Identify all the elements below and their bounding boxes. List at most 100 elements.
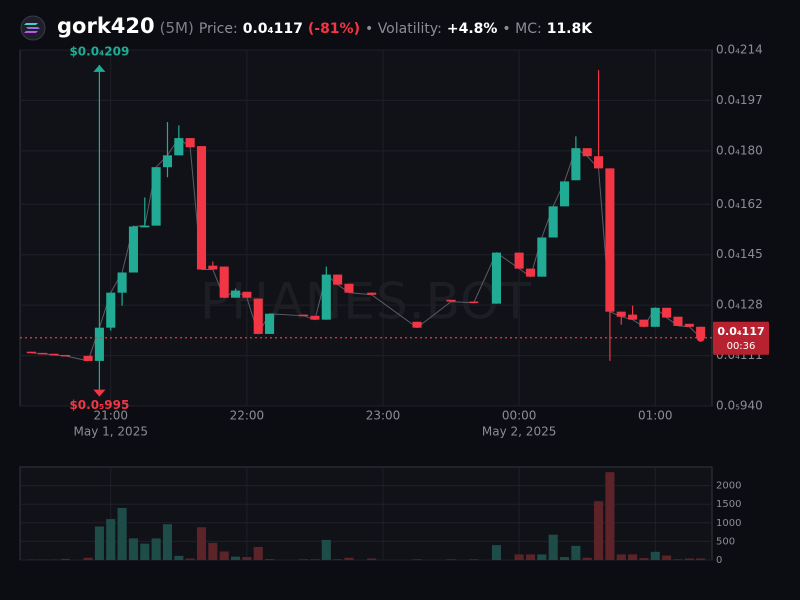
volume-bar — [559, 557, 570, 560]
current-price-label: 0.0₄117 — [717, 325, 764, 338]
candle-body — [639, 319, 649, 327]
candle-body — [662, 307, 672, 318]
candle-body — [94, 327, 104, 361]
candle-body — [571, 148, 581, 181]
volume-bar — [514, 554, 524, 560]
volatility-label: • Volatility: — [364, 21, 442, 37]
volume-bar — [662, 555, 672, 560]
candle-body — [650, 307, 660, 327]
y-tick-label: 0.0₅940 — [716, 399, 763, 413]
candle-body — [548, 206, 558, 238]
candle-body — [242, 291, 252, 298]
candle-body — [49, 353, 59, 356]
x-tick-label: 00:00 — [502, 409, 537, 423]
volume-bar — [196, 527, 207, 560]
annotation-marker — [93, 389, 106, 397]
volume-bar — [594, 501, 604, 560]
ticker: gork420 — [57, 14, 155, 38]
x-tick-label: 01:00 — [638, 409, 673, 423]
candle-body — [594, 156, 604, 169]
candle-body — [412, 321, 422, 328]
candle-body — [60, 354, 70, 357]
volume-bar — [140, 543, 150, 560]
x-tick-label: 21:00 — [93, 409, 128, 423]
candle-body — [208, 265, 218, 270]
volume-bar — [333, 559, 343, 560]
volume-bar — [208, 542, 218, 560]
volume-bar — [231, 556, 241, 560]
annotation-marker — [93, 64, 106, 72]
candle-body — [344, 283, 354, 293]
candle-body — [673, 316, 683, 326]
mc-label: • MC: — [502, 21, 542, 37]
candle-body — [469, 301, 479, 304]
volume-bar — [83, 557, 93, 560]
market-cap: 11.8K — [546, 21, 593, 37]
volume-bar — [219, 551, 229, 560]
candle-body — [559, 181, 570, 207]
y-tick-label: 0.0₄145 — [716, 247, 763, 261]
volume-bar — [265, 559, 275, 560]
volume-bar — [253, 546, 263, 560]
y-tick-label: 0.0₄162 — [716, 197, 763, 211]
volume-bar — [684, 558, 694, 560]
candle-body — [491, 252, 501, 304]
candle-body — [333, 274, 343, 285]
date-label: May 1, 2025 — [74, 425, 148, 439]
candle-body — [219, 266, 229, 298]
x-tick-label: 23:00 — [366, 409, 401, 423]
volume-bar — [94, 526, 104, 560]
volume-bar — [344, 557, 354, 560]
candle-body — [117, 272, 127, 293]
candle-body — [367, 292, 377, 295]
candle-body — [162, 155, 173, 168]
y-tick-label: 0.0₄128 — [716, 298, 763, 312]
candle-body — [310, 315, 320, 320]
y-tick-label: 1000 — [716, 518, 741, 529]
volume-bar — [117, 507, 127, 560]
price: 0.0₄117 — [242, 21, 303, 37]
y-tick-label: 500 — [716, 536, 735, 547]
price-label: Price: — [198, 21, 238, 37]
candle-body — [537, 237, 547, 277]
candle-body — [514, 252, 524, 269]
volume-bar — [582, 557, 592, 560]
candle-body — [106, 292, 116, 328]
countdown: 00:36 — [727, 341, 756, 352]
volume-bar — [185, 558, 195, 560]
candle-body — [26, 351, 36, 354]
candle-body — [231, 290, 241, 298]
volume-bar — [548, 534, 558, 560]
volume-bar — [491, 545, 501, 560]
volume-bar — [242, 557, 252, 560]
y-tick-label: 2000 — [716, 481, 741, 492]
volume-bar — [151, 538, 161, 560]
volume-bar — [469, 559, 479, 560]
change: (-81%) — [307, 21, 360, 37]
volume-bar — [128, 538, 138, 560]
candle-body — [140, 225, 150, 228]
volume-bar — [446, 559, 456, 560]
volume-bar — [616, 554, 626, 560]
y-tick-label: 1500 — [716, 499, 741, 510]
volume-bar — [299, 559, 309, 560]
candle-body — [446, 299, 456, 302]
candle-body — [174, 138, 184, 156]
volume-bar — [321, 539, 331, 560]
candle-body — [128, 226, 138, 273]
volume-bar — [696, 558, 706, 560]
volume-bar — [673, 559, 683, 560]
y-tick-label: 0.0₄214 — [716, 43, 763, 57]
current-price-box — [713, 321, 769, 355]
volatility: +4.8% — [446, 21, 498, 37]
candle-body — [616, 311, 626, 317]
annotation-label: $0.0₅995 — [69, 398, 129, 412]
candle-body — [321, 274, 331, 320]
volume-bar — [525, 554, 536, 560]
candle-body — [628, 314, 638, 320]
watermark: PHANES.BOT — [200, 273, 532, 331]
x-tick-label: 22:00 — [230, 409, 265, 423]
candle-body — [299, 314, 309, 317]
